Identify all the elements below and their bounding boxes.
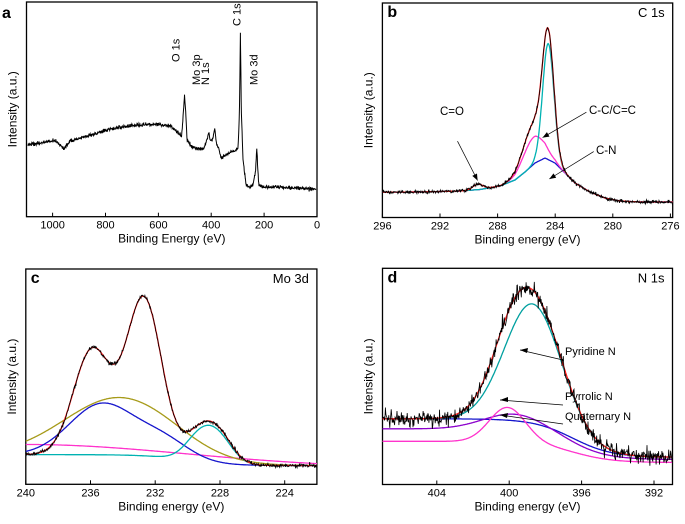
svg-text:N 1s: N 1s: [638, 270, 665, 285]
svg-text:d: d: [388, 269, 398, 286]
svg-text:C 1s: C 1s: [638, 5, 665, 20]
svg-text:228: 228: [211, 487, 229, 499]
svg-text:0: 0: [314, 220, 320, 232]
svg-text:Binding energy (eV): Binding energy (eV): [118, 499, 224, 513]
svg-text:400: 400: [202, 220, 220, 232]
svg-text:a: a: [2, 5, 11, 22]
svg-text:404: 404: [428, 488, 446, 500]
svg-text:280: 280: [604, 221, 622, 233]
svg-text:Intensity (a.u.): Intensity (a.u.): [5, 339, 19, 415]
svg-text:236: 236: [81, 487, 99, 499]
svg-text:C 1s: C 1s: [232, 3, 244, 26]
svg-text:Binding energy (eV): Binding energy (eV): [474, 233, 580, 247]
svg-text:Pyrrolic N: Pyrrolic N: [565, 391, 613, 403]
svg-text:O 1s: O 1s: [171, 38, 183, 62]
svg-text:800: 800: [96, 220, 114, 232]
svg-text:C=O: C=O: [440, 106, 464, 118]
svg-text:296: 296: [373, 221, 391, 233]
svg-text:232: 232: [146, 487, 164, 499]
svg-text:276: 276: [661, 221, 679, 233]
svg-text:400: 400: [500, 488, 518, 500]
svg-text:N 1s: N 1s: [200, 62, 212, 85]
svg-text:200: 200: [255, 220, 273, 232]
svg-text:Intensity (a.u.): Intensity (a.u.): [361, 72, 375, 148]
svg-text:Pyridine N: Pyridine N: [565, 346, 616, 358]
svg-text:b: b: [387, 4, 397, 21]
svg-text:284: 284: [546, 221, 564, 233]
svg-text:392: 392: [645, 488, 663, 500]
svg-text:C-N: C-N: [596, 145, 616, 157]
svg-text:396: 396: [572, 488, 590, 500]
svg-text:224: 224: [276, 487, 294, 499]
svg-text:Binding energy (eV): Binding energy (eV): [474, 500, 580, 514]
svg-text:240: 240: [17, 487, 35, 499]
svg-text:Mo 3d: Mo 3d: [249, 54, 261, 85]
svg-text:Intensity (a.u.): Intensity (a.u.): [6, 71, 20, 147]
svg-text:Quaternary N: Quaternary N: [565, 411, 631, 423]
svg-text:Intensity (a.u.): Intensity (a.u.): [362, 338, 376, 414]
svg-text:292: 292: [431, 221, 449, 233]
svg-text:1000: 1000: [40, 220, 64, 232]
svg-text:c: c: [31, 270, 40, 287]
svg-text:Binding Energy (eV): Binding Energy (eV): [118, 232, 225, 246]
svg-text:Mo 3d: Mo 3d: [273, 271, 309, 286]
svg-text:600: 600: [149, 220, 167, 232]
svg-text:288: 288: [488, 221, 506, 233]
svg-text:C-C/C=C: C-C/C=C: [589, 105, 636, 117]
